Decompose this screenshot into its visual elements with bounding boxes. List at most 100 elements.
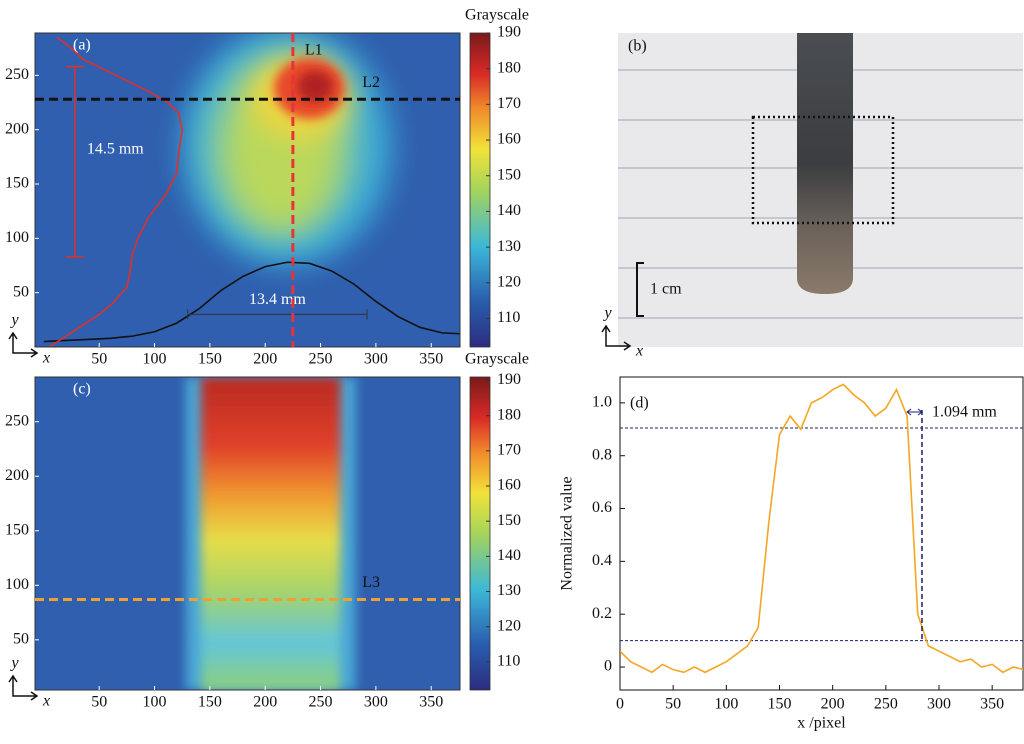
- x-tick-label: 200: [253, 694, 277, 711]
- colorbar-tick-label: 170: [497, 95, 521, 112]
- x-tick-label: 200: [821, 696, 845, 713]
- heat-region: [297, 70, 333, 102]
- region-box: [751, 115, 895, 225]
- profile-line: [43, 261, 460, 343]
- colorbar-tick-label: 120: [497, 273, 521, 290]
- panel-label: (d): [630, 395, 649, 412]
- x-axis-label: x: [42, 693, 50, 710]
- colorbar-tick-label: 110: [497, 653, 520, 670]
- colorbar-tick-label: 180: [497, 59, 521, 76]
- x-tick-label: 150: [198, 351, 222, 368]
- x-axis-label: x /pixel: [797, 715, 846, 732]
- heat-band: [201, 377, 341, 690]
- x-tick-label: 300: [364, 694, 388, 711]
- x-tick-label: 50: [665, 696, 681, 713]
- y-tick-label: 250: [5, 66, 29, 83]
- y-tick-label: 0: [604, 658, 612, 675]
- photo-panel: [618, 33, 1023, 347]
- colorbar-tick-label: 130: [497, 238, 521, 255]
- y-axis-label: y: [9, 655, 19, 672]
- x-tick-label: 200: [253, 351, 277, 368]
- x-tick-label: 350: [980, 696, 1004, 713]
- y-tick-label: 50: [13, 631, 29, 648]
- scale-bar: [636, 262, 644, 317]
- x-tick-label: 300: [364, 351, 388, 368]
- x-tick-label: 150: [767, 696, 791, 713]
- reference-label: L2: [362, 74, 380, 91]
- colorbar-tick-label: 150: [497, 512, 521, 529]
- x-tick-label: 350: [419, 351, 443, 368]
- colorbar-tick-label: 110: [497, 309, 520, 326]
- colorbar-title: Grayscale: [465, 7, 529, 24]
- heatmap: [35, 377, 460, 690]
- axis-arrow: [8, 674, 39, 701]
- axis-arrow: [601, 324, 632, 351]
- colorbar-tick-label: 150: [497, 166, 521, 183]
- heatmap: [35, 33, 460, 347]
- plot-frame: [34, 376, 461, 691]
- colorbar-tick-label: 140: [497, 547, 521, 564]
- y-tick-label: 0.4: [592, 552, 612, 569]
- y-axis-label: y: [602, 305, 612, 322]
- y-tick-label: 1.0: [592, 394, 612, 411]
- x-tick-label: 250: [309, 694, 333, 711]
- y-tick-label: 0.8: [592, 446, 612, 463]
- measure-label: 14.5 mm: [87, 140, 144, 157]
- x-tick-label: 50: [91, 351, 107, 368]
- x-tick-label: 250: [309, 351, 333, 368]
- y-tick-label: 150: [5, 175, 29, 192]
- panel-label: (b): [628, 38, 647, 55]
- data-line: [620, 383, 1023, 674]
- profile-line: [48, 36, 184, 347]
- panel-label: (c): [73, 381, 91, 398]
- gap-label: 1.094 mm: [932, 404, 997, 421]
- x-tick-label: 250: [874, 696, 898, 713]
- measure-line: [65, 65, 84, 258]
- plot-frame: [619, 376, 1024, 691]
- colorbar-title: Grayscale: [465, 351, 529, 368]
- scale-label: 1 cm: [650, 281, 682, 298]
- plot-frame: [34, 32, 461, 348]
- y-tick-label: 200: [5, 120, 29, 137]
- x-axis-label: x: [635, 343, 643, 360]
- y-axis-label: Normalized value: [559, 476, 576, 590]
- colorbar-tick-label: 130: [497, 582, 521, 599]
- x-tick-label: 100: [714, 696, 738, 713]
- metal-strip: [797, 33, 853, 294]
- y-tick-label: 200: [5, 467, 29, 484]
- measure-label: 13.4 mm: [249, 291, 306, 308]
- y-tick-label: 150: [5, 521, 29, 538]
- reference-label: L1: [305, 42, 323, 59]
- measure-line: [187, 309, 368, 320]
- x-tick-label: 100: [143, 351, 167, 368]
- x-tick-label: 0: [616, 696, 624, 713]
- y-tick-label: 100: [5, 229, 29, 246]
- y-tick-label: 0.2: [592, 605, 612, 622]
- x-tick-label: 300: [927, 696, 951, 713]
- colorbar-tick-label: 170: [497, 442, 521, 459]
- colorbar-tick-label: 190: [497, 24, 521, 41]
- colorbar-tick-label: 160: [497, 477, 521, 494]
- reference-label: L3: [362, 574, 380, 591]
- panel-label: (a): [73, 37, 91, 54]
- plot-area: [620, 383, 1023, 674]
- y-axis-label: y: [9, 312, 19, 329]
- colorbar-tick-label: 190: [497, 371, 521, 388]
- axis-arrow: [8, 331, 39, 358]
- colorbar-tick-label: 160: [497, 131, 521, 148]
- y-tick-label: 0.6: [592, 499, 612, 516]
- y-tick-label: 100: [5, 576, 29, 593]
- x-tick-label: 150: [198, 694, 222, 711]
- x-tick-label: 350: [419, 694, 443, 711]
- colorbar: [469, 32, 491, 348]
- gap-arrow: [906, 408, 923, 416]
- colorbar-tick-label: 140: [497, 202, 521, 219]
- colorbar: [469, 376, 491, 691]
- y-tick-label: 250: [5, 412, 29, 429]
- x-axis-label: x: [42, 350, 50, 367]
- x-tick-label: 100: [143, 694, 167, 711]
- colorbar-tick-label: 120: [497, 617, 521, 634]
- x-tick-label: 50: [91, 694, 107, 711]
- colorbar-tick-label: 180: [497, 406, 521, 423]
